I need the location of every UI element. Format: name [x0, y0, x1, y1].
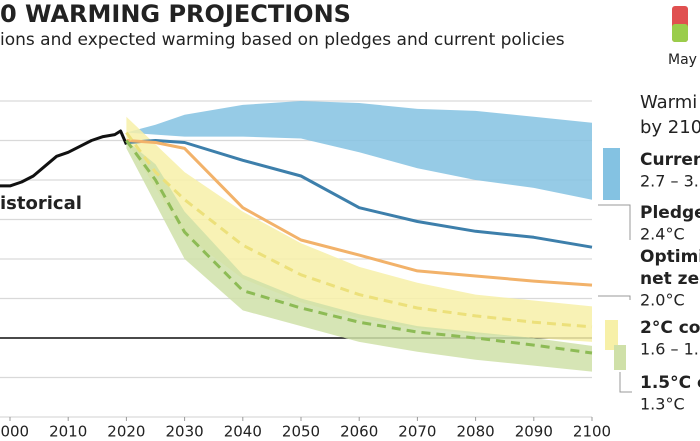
x-tick-label: 2080 [457, 423, 495, 441]
legend-note: 1.3°C [640, 395, 685, 414]
x-tick-label: 2040 [224, 423, 262, 441]
legend-label: net zer [640, 269, 700, 289]
band [126, 116, 593, 342]
band [126, 140, 593, 372]
legend-label: 1.5°C c [640, 373, 700, 393]
legend-label: 2°C co [640, 318, 700, 338]
x-tick-label: 2100 [573, 423, 611, 441]
series-line [126, 139, 593, 249]
series-label: istorical [0, 193, 82, 214]
series-line [125, 131, 593, 329]
legend-swatch [605, 320, 618, 350]
legend-label: Optimi [640, 247, 700, 267]
x-tick-label: 2070 [398, 423, 436, 441]
series-line [126, 139, 593, 287]
legend-connector [598, 204, 632, 393]
chart-title: 0 WARMING PROJECTIONS [0, 0, 351, 28]
date-label: May [668, 52, 697, 68]
legend-label: Curren [640, 150, 700, 170]
legend-label: Pledge [640, 203, 700, 223]
legend-note: 1.6 – 1. [640, 340, 699, 359]
legend-swatch [603, 148, 620, 200]
series-line [0, 129, 128, 188]
series-line [125, 139, 593, 355]
legend-title: by 210 [640, 117, 700, 138]
legend-note: 2.0°C [640, 291, 685, 310]
legend-note: 2.4°C [640, 225, 685, 244]
x-tick-label: 2010 [49, 423, 87, 441]
x-tick-label: 2060 [340, 423, 378, 441]
chart-subtitle: ions and expected warming based on pledg… [0, 30, 565, 50]
legend-swatch [614, 345, 626, 370]
icon [672, 24, 688, 42]
x-tick-label: 2020 [107, 423, 145, 441]
legend-title: Warmi [640, 92, 697, 113]
x-tick-label: 2000 [0, 423, 29, 441]
x-tick-label: 2090 [515, 423, 553, 441]
legend-note: 2.7 – 3. [640, 172, 699, 191]
x-tick-label: 2050 [282, 423, 320, 441]
band [126, 101, 593, 200]
x-tick-label: 2030 [166, 423, 204, 441]
